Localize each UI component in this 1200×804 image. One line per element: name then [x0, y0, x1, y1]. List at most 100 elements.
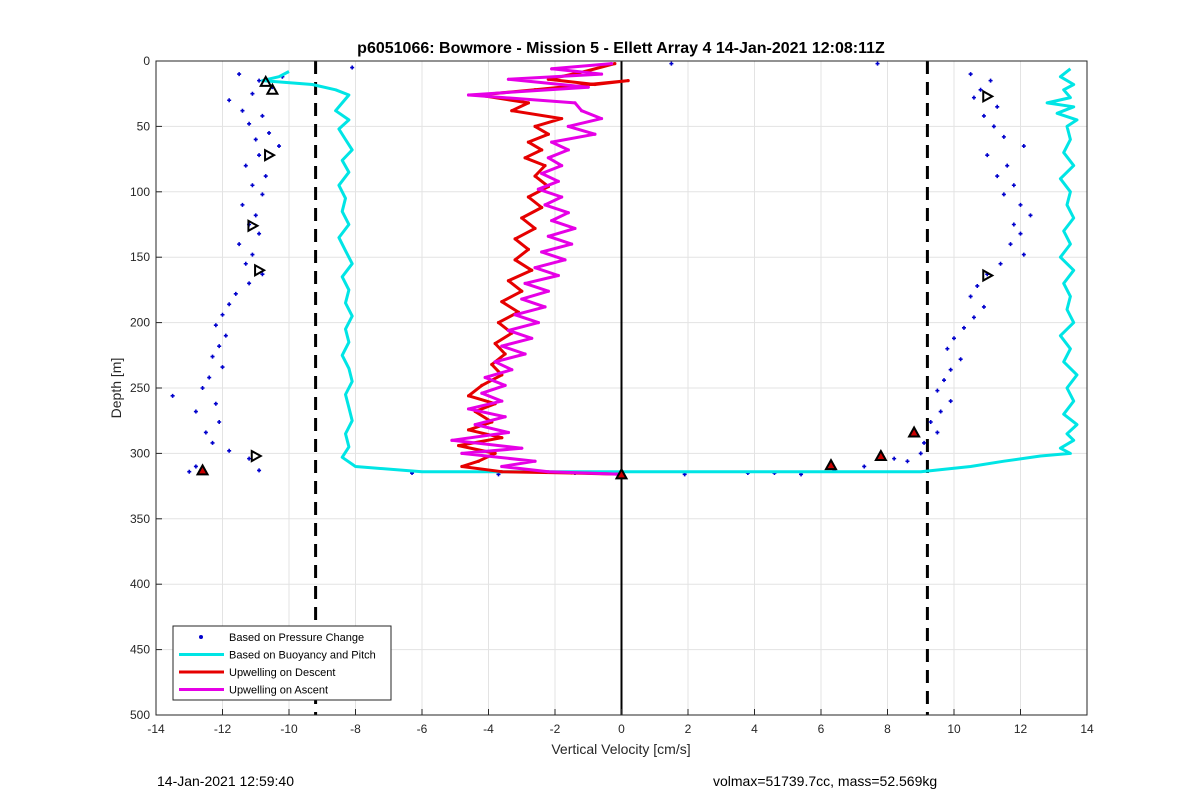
data-point: [217, 420, 222, 425]
series-point: [456, 443, 461, 448]
series-point: [540, 250, 544, 254]
series-point: [520, 446, 524, 450]
data-point: [257, 468, 262, 473]
data-point: [985, 153, 990, 158]
marker-triangle-right: [982, 268, 995, 283]
legend-label: Based on Buoyancy and Pitch: [229, 650, 376, 662]
marker-triangle-right: [264, 148, 277, 162]
data-point: [942, 378, 947, 383]
data-point: [193, 409, 198, 414]
x-tick-label: 4: [751, 722, 758, 736]
series-point: [450, 438, 454, 442]
series-point: [580, 109, 584, 113]
data-point: [981, 113, 986, 118]
series-point: [480, 391, 484, 395]
data-point: [210, 440, 215, 445]
y-tick-label: 250: [130, 381, 150, 395]
series-point: [460, 464, 464, 469]
y-axis-ticks: 0 50 100 150 200 250 300 350 400 450 500: [130, 54, 162, 722]
series-point: [500, 344, 504, 348]
series-point: [550, 218, 554, 223]
data-point: [1021, 144, 1026, 149]
marker-triangle-up: [614, 467, 629, 480]
y-tick-label: 50: [137, 119, 151, 133]
series-point: [500, 436, 504, 440]
series-point: [466, 93, 471, 97]
legend-box: [172, 625, 392, 701]
series-point: [483, 375, 487, 380]
series-point: [523, 156, 527, 160]
data-point: [948, 367, 953, 372]
series-point: [593, 82, 597, 87]
series-point: [476, 459, 481, 463]
series-point: [513, 237, 517, 241]
y-tick-label: 350: [130, 512, 150, 526]
series-point: [533, 174, 537, 178]
series-point: [550, 67, 554, 71]
data-point: [200, 386, 205, 390]
series-point: [573, 226, 577, 231]
x-tick-label: -10: [280, 722, 298, 736]
data-point: [669, 61, 674, 66]
data-point: [978, 87, 983, 92]
data-point: [220, 365, 225, 370]
series-point: [513, 258, 517, 262]
data-point: [948, 399, 953, 404]
x-tick-label: 2: [685, 722, 692, 736]
series-point: [593, 132, 597, 136]
marker-triangle-up: [874, 448, 888, 462]
data-point: [227, 302, 232, 307]
marker-layer: [195, 74, 995, 480]
data-point: [210, 354, 215, 359]
series-point: [533, 266, 537, 270]
data-point: [237, 72, 242, 77]
data-point: [257, 231, 262, 236]
data-point: [935, 388, 940, 393]
data-point: [277, 144, 282, 149]
data-point: [1011, 222, 1016, 227]
series-point: [493, 451, 497, 455]
series-point: [466, 394, 471, 398]
data-point: [995, 104, 1000, 109]
data-point: [260, 113, 265, 118]
series-point: [540, 148, 544, 152]
series-point: [536, 187, 540, 191]
data-point: [253, 213, 258, 218]
marker-triangle-up: [824, 458, 838, 471]
legend: Based on Pressure Change Based on Buoyanc…: [172, 625, 392, 701]
data-point: [1018, 231, 1023, 236]
data-point: [968, 72, 973, 77]
series-point: [466, 428, 471, 432]
series-point: [506, 328, 511, 333]
series-point: [506, 279, 511, 283]
x-tick-label: -12: [214, 722, 232, 736]
x-tick-label: 10: [947, 722, 961, 736]
legend-label: Based on Pressure Change: [229, 632, 364, 644]
y-axis-label: Depth [m]: [108, 358, 124, 419]
series-point: [546, 289, 550, 293]
marker-triangle-right: [250, 449, 263, 463]
x-tick-label: -6: [417, 722, 428, 736]
data-point: [257, 78, 262, 83]
marker-triangle-up: [259, 74, 273, 87]
marker-triangle-up: [265, 82, 280, 95]
data-point: [240, 202, 245, 207]
series-point: [566, 211, 570, 215]
series-point: [550, 140, 554, 144]
data-point: [203, 430, 208, 435]
series-point: [546, 156, 550, 160]
marker-triangle-up: [907, 425, 921, 438]
data-point: [918, 451, 923, 456]
y-tick-label: 500: [130, 708, 150, 722]
series-point: [506, 430, 511, 435]
series-point: [546, 234, 550, 238]
data-point: [998, 261, 1003, 266]
series-point: [540, 171, 544, 176]
series-point: [500, 399, 504, 403]
data-point: [193, 464, 198, 469]
series-point: [526, 247, 531, 251]
data-point: [250, 252, 255, 257]
series-point: [466, 407, 471, 411]
series-point: [503, 415, 507, 419]
